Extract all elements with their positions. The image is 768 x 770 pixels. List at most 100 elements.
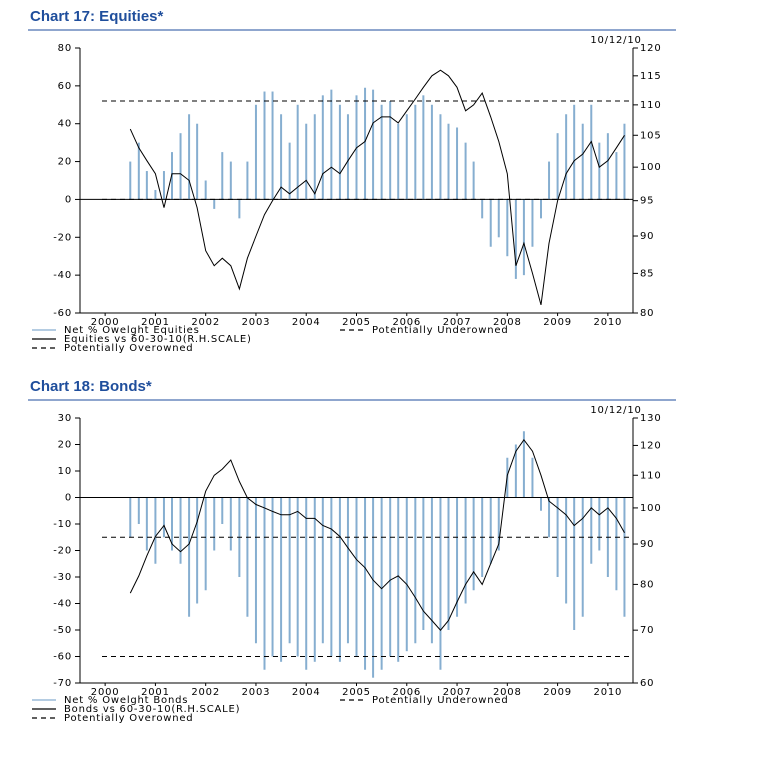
x-tick-label: 2009 xyxy=(543,687,572,698)
y2-tick-label: 90 xyxy=(640,539,654,550)
bar xyxy=(581,497,584,617)
y2-tick-label: 100 xyxy=(640,503,662,514)
bar xyxy=(405,114,408,200)
bar xyxy=(364,497,367,670)
y-tick-label: 0 xyxy=(65,493,72,504)
bar xyxy=(489,497,492,564)
line-series xyxy=(129,438,625,631)
bar xyxy=(154,189,157,200)
bar xyxy=(137,497,140,524)
bar xyxy=(598,142,601,200)
chart-title: Chart 17: Equities* xyxy=(30,8,164,25)
x-tick-label: 2006 xyxy=(392,317,421,328)
bar xyxy=(615,497,618,591)
bar xyxy=(565,114,568,200)
y2-tick-label: 90 xyxy=(640,231,654,242)
x-tick-label: 2007 xyxy=(443,687,472,698)
x-tick-label: 2005 xyxy=(342,687,371,698)
bar xyxy=(263,91,266,200)
bar xyxy=(590,104,593,200)
y2-tick-label: 130 xyxy=(640,413,662,424)
x-tick-label: 2008 xyxy=(493,317,522,328)
bar xyxy=(288,497,291,644)
bar xyxy=(305,497,308,670)
x-tick-label: 2001 xyxy=(141,687,170,698)
y-tick-label: 60 xyxy=(58,81,72,92)
legend-label: Bonds vs 60-30-10(R.H.SCALE) xyxy=(64,704,240,715)
bar xyxy=(296,497,299,657)
x-tick-label: 2003 xyxy=(242,317,271,328)
bar xyxy=(246,497,249,617)
bar xyxy=(556,133,559,200)
bar xyxy=(321,95,324,200)
bar xyxy=(556,497,559,577)
bar xyxy=(606,133,609,200)
bar xyxy=(514,199,517,279)
bar xyxy=(355,497,358,657)
bar xyxy=(422,497,425,630)
x-tick-label: 2002 xyxy=(191,317,220,328)
legend-label: Potentially Overowned xyxy=(64,713,193,724)
bar xyxy=(464,497,467,604)
bar xyxy=(464,142,467,200)
bar xyxy=(430,497,433,644)
bar xyxy=(422,95,425,200)
y-tick-label: -50 xyxy=(53,625,72,636)
bar xyxy=(213,199,216,209)
y2-tick-label: 110 xyxy=(640,470,662,481)
y-tick-label: -30 xyxy=(53,572,72,583)
bar xyxy=(372,89,375,200)
bar xyxy=(313,114,316,200)
bar xyxy=(188,114,191,200)
bar xyxy=(238,199,241,219)
bar xyxy=(581,123,584,200)
x-tick-label: 2003 xyxy=(242,687,271,698)
bar xyxy=(296,104,299,200)
bar xyxy=(590,497,593,564)
bar xyxy=(565,497,568,604)
bar xyxy=(162,171,165,200)
y2-tick-label: 120 xyxy=(640,440,662,451)
bar xyxy=(196,497,199,604)
y2-tick-label: 80 xyxy=(640,579,654,590)
bar xyxy=(213,497,216,551)
bar xyxy=(196,123,199,200)
legend-label: Net % Owelght Equities xyxy=(64,325,200,336)
x-tick-label: 2007 xyxy=(443,317,472,328)
bar xyxy=(170,497,173,551)
bar xyxy=(456,497,459,617)
legend-label: Potentially Overowned xyxy=(64,343,193,354)
bar xyxy=(204,497,207,591)
bar xyxy=(263,497,266,670)
y-tick-label: -10 xyxy=(53,519,72,530)
bar xyxy=(137,142,140,200)
date-label: 10/12/10 xyxy=(590,35,641,46)
bar xyxy=(280,497,283,662)
bar xyxy=(497,497,500,551)
x-tick-label: 2000 xyxy=(91,317,120,328)
bar xyxy=(430,104,433,200)
bar xyxy=(338,497,341,662)
bar xyxy=(154,497,157,564)
y2-tick-label: 105 xyxy=(640,130,662,141)
legend-label: Equities vs 60-30-10(R.H.SCALE) xyxy=(64,334,252,345)
x-tick-label: 2004 xyxy=(292,687,321,698)
bar xyxy=(397,123,400,200)
legend-label: Net % Owelght Bonds xyxy=(64,695,188,706)
legend-label: Potentially Underowned xyxy=(372,325,508,336)
bar xyxy=(364,87,367,200)
bar xyxy=(313,497,316,662)
bar xyxy=(405,497,408,652)
bar xyxy=(389,101,392,200)
bar xyxy=(145,497,148,551)
bar xyxy=(271,91,274,200)
bar xyxy=(615,152,618,200)
x-tick-label: 2010 xyxy=(594,687,623,698)
y-tick-label: -40 xyxy=(53,599,72,610)
bar xyxy=(254,104,257,200)
y-tick-label: 40 xyxy=(58,119,72,130)
bar xyxy=(305,123,308,200)
bar xyxy=(531,457,534,498)
x-tick-label: 2002 xyxy=(191,687,220,698)
